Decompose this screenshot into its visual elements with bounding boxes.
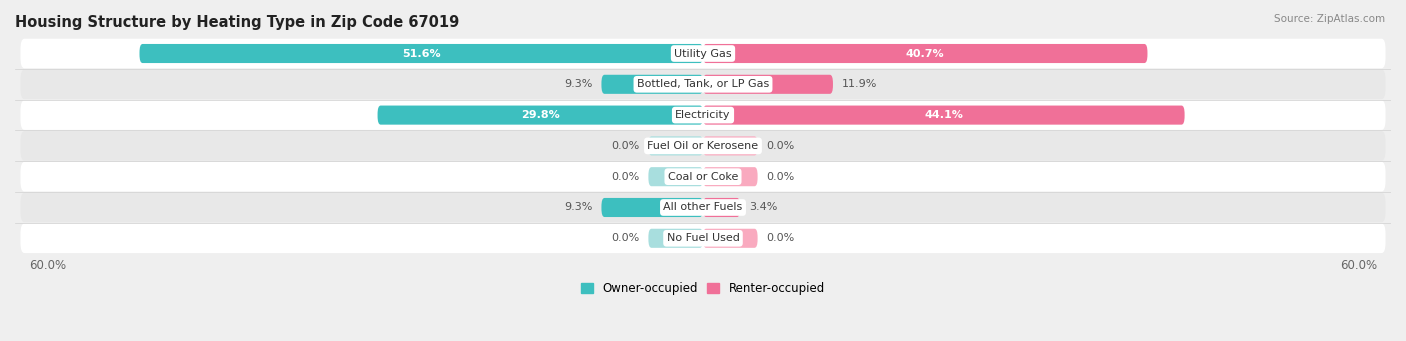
FancyBboxPatch shape bbox=[21, 70, 1385, 99]
Text: 0.0%: 0.0% bbox=[612, 172, 640, 182]
FancyBboxPatch shape bbox=[703, 198, 740, 217]
FancyBboxPatch shape bbox=[21, 39, 1385, 68]
Text: Utility Gas: Utility Gas bbox=[675, 48, 731, 59]
FancyBboxPatch shape bbox=[648, 136, 703, 155]
FancyBboxPatch shape bbox=[703, 167, 758, 186]
FancyBboxPatch shape bbox=[703, 136, 758, 155]
Text: No Fuel Used: No Fuel Used bbox=[666, 233, 740, 243]
FancyBboxPatch shape bbox=[378, 106, 703, 125]
Text: 40.7%: 40.7% bbox=[905, 48, 945, 59]
FancyBboxPatch shape bbox=[703, 44, 1147, 63]
Text: Source: ZipAtlas.com: Source: ZipAtlas.com bbox=[1274, 14, 1385, 24]
FancyBboxPatch shape bbox=[648, 229, 703, 248]
Text: 0.0%: 0.0% bbox=[612, 141, 640, 151]
FancyBboxPatch shape bbox=[21, 100, 1385, 130]
Text: Electricity: Electricity bbox=[675, 110, 731, 120]
Text: Coal or Coke: Coal or Coke bbox=[668, 172, 738, 182]
Text: 44.1%: 44.1% bbox=[924, 110, 963, 120]
Text: Bottled, Tank, or LP Gas: Bottled, Tank, or LP Gas bbox=[637, 79, 769, 89]
Text: All other Fuels: All other Fuels bbox=[664, 203, 742, 212]
Text: 9.3%: 9.3% bbox=[564, 203, 593, 212]
Text: 0.0%: 0.0% bbox=[766, 141, 794, 151]
FancyBboxPatch shape bbox=[703, 75, 832, 94]
FancyBboxPatch shape bbox=[139, 44, 703, 63]
FancyBboxPatch shape bbox=[21, 193, 1385, 222]
Legend: Owner-occupied, Renter-occupied: Owner-occupied, Renter-occupied bbox=[581, 282, 825, 295]
FancyBboxPatch shape bbox=[21, 223, 1385, 253]
FancyBboxPatch shape bbox=[602, 198, 703, 217]
FancyBboxPatch shape bbox=[703, 106, 1185, 125]
Text: Fuel Oil or Kerosene: Fuel Oil or Kerosene bbox=[647, 141, 759, 151]
Text: 11.9%: 11.9% bbox=[842, 79, 877, 89]
FancyBboxPatch shape bbox=[648, 167, 703, 186]
FancyBboxPatch shape bbox=[21, 162, 1385, 191]
Text: 0.0%: 0.0% bbox=[766, 172, 794, 182]
FancyBboxPatch shape bbox=[602, 75, 703, 94]
Text: 29.8%: 29.8% bbox=[520, 110, 560, 120]
Text: 9.3%: 9.3% bbox=[564, 79, 593, 89]
Text: 0.0%: 0.0% bbox=[612, 233, 640, 243]
Text: Housing Structure by Heating Type in Zip Code 67019: Housing Structure by Heating Type in Zip… bbox=[15, 15, 460, 30]
Text: 3.4%: 3.4% bbox=[749, 203, 778, 212]
Text: 51.6%: 51.6% bbox=[402, 48, 440, 59]
Text: 0.0%: 0.0% bbox=[766, 233, 794, 243]
FancyBboxPatch shape bbox=[21, 131, 1385, 161]
FancyBboxPatch shape bbox=[703, 229, 758, 248]
